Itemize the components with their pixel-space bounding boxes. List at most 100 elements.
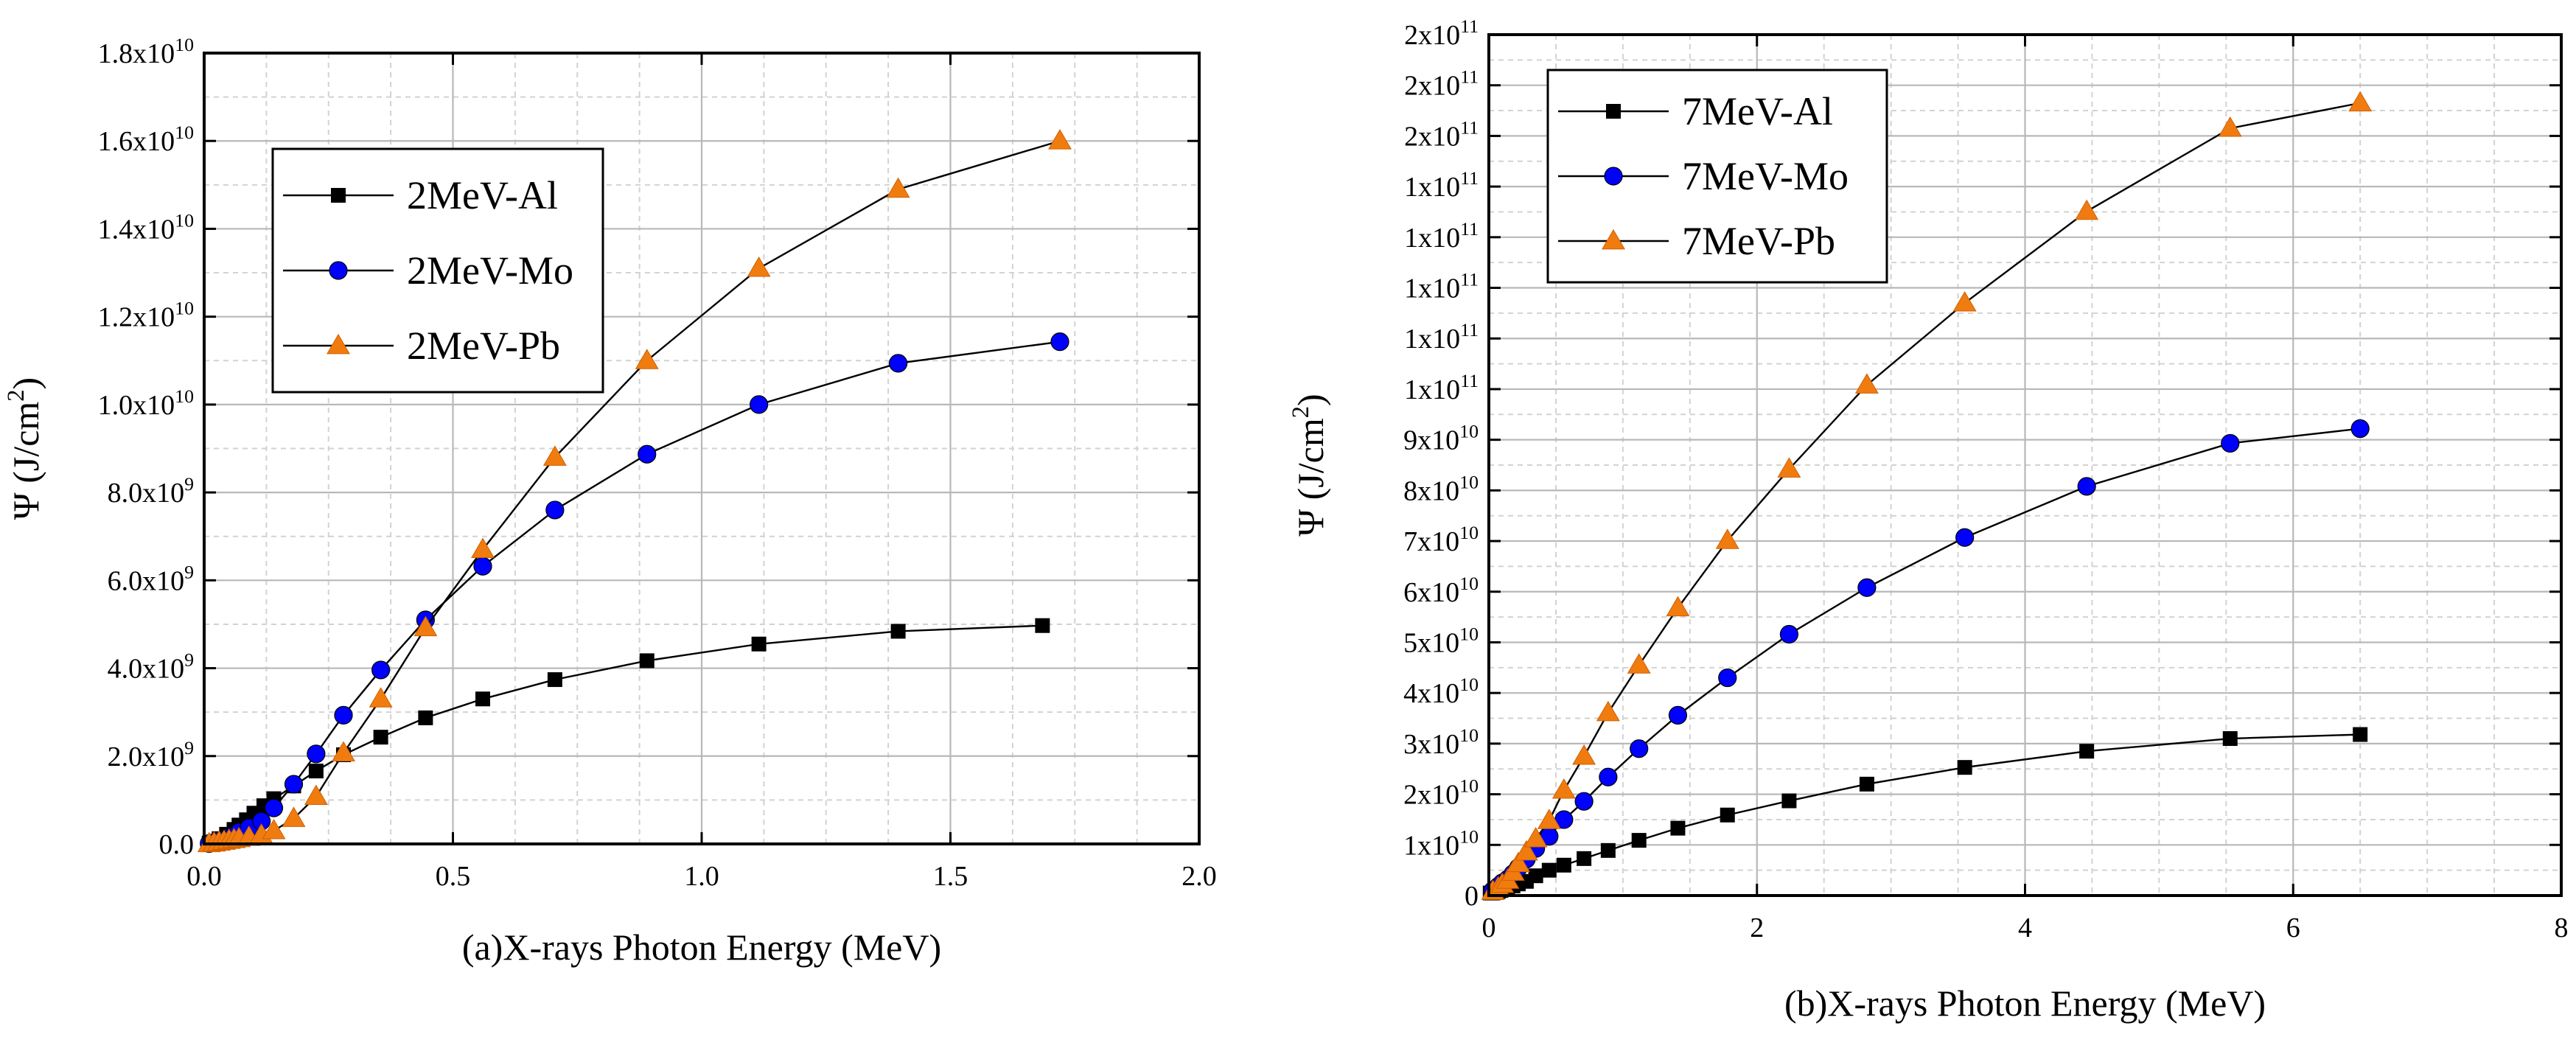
data-point — [1631, 833, 1647, 848]
x-tick-label: 8 — [2555, 912, 2569, 943]
x-axis-label: (b)X-rays Photon Energy (MeV) — [1784, 983, 2266, 1024]
y-tick-label: 0.0 — [159, 829, 195, 860]
y-tick-label: 1.0x1010 — [98, 385, 194, 421]
series-line — [1490, 733, 2361, 894]
data-point — [1857, 578, 1877, 597]
x-tick-label: 0.5 — [436, 861, 471, 892]
y-tick-label: 2x1011 — [1404, 15, 1479, 51]
y-tick-label: 4.0x109 — [108, 649, 194, 685]
data-point — [1720, 807, 1735, 823]
data-point — [747, 256, 771, 277]
data-point — [371, 660, 391, 680]
data-point — [1859, 776, 1874, 792]
legend-label: 7MeV-Al — [1682, 89, 1833, 133]
legend: 2MeV-Al 2MeV-Mo 2MeV-Pb — [271, 147, 604, 394]
data-point — [264, 798, 284, 817]
data-point — [1715, 528, 1739, 549]
legend-marker — [1604, 167, 1623, 186]
y-tick-label: 3x1010 — [1403, 725, 1479, 760]
data-point — [1777, 457, 1801, 478]
x-tick-label: 6 — [2286, 912, 2300, 943]
x-tick-label: 1.5 — [933, 861, 968, 892]
data-point — [1048, 129, 1072, 150]
data-point — [635, 349, 659, 369]
y-tick-label: 4x1010 — [1403, 674, 1479, 709]
legend-label: 2MeV-Al — [407, 173, 558, 217]
series-7MeV-Al — [1482, 727, 2368, 901]
data-point — [307, 744, 326, 764]
data-point — [418, 710, 433, 725]
x-tick-label: 4 — [2018, 912, 2032, 943]
y-axis-label: Ψ (J/cm2) — [1288, 394, 1331, 536]
data-point — [545, 500, 565, 520]
data-point — [334, 705, 353, 725]
data-point — [1955, 528, 1975, 547]
data-point — [1577, 851, 1592, 866]
y-tick-label: 7x1010 — [1403, 522, 1479, 557]
data-point — [332, 741, 355, 762]
data-point — [475, 691, 490, 707]
data-point — [638, 444, 657, 464]
data-point — [2353, 727, 2368, 742]
data-point — [1523, 826, 1548, 848]
y-tick-label: 1x1011 — [1404, 370, 1479, 405]
legend-label: 2MeV-Mo — [407, 248, 573, 293]
data-point — [308, 764, 324, 779]
y-tick-label: 9x1010 — [1403, 421, 1479, 456]
y-tick-label: 6x1010 — [1403, 573, 1479, 608]
x-tick-label: 0.0 — [186, 861, 222, 892]
legend-label: 2MeV-Pb — [407, 324, 560, 368]
data-point — [890, 624, 906, 639]
data-point — [1574, 792, 1594, 811]
x-tick-label: 2.0 — [1181, 861, 1217, 892]
data-point — [1854, 373, 1879, 394]
legend-label: 7MeV-Pb — [1682, 219, 1835, 263]
y-tick-label: 1x1011 — [1404, 269, 1479, 304]
y-tick-label: 1x1011 — [1404, 167, 1479, 203]
data-point — [1507, 851, 1530, 873]
data-point — [471, 537, 495, 559]
series-7MeV-Pb — [1481, 91, 2373, 900]
series-7MeV-Mo — [1483, 419, 2370, 900]
y-tick-label: 1.8x1010 — [98, 34, 194, 69]
y-tick-label: 2x1011 — [1404, 66, 1479, 102]
data-point — [547, 672, 562, 688]
data-point — [1528, 868, 1543, 884]
x-axis-label: (a)X-rays Photon Energy (MeV) — [462, 926, 941, 968]
y-tick-label: 2x1011 — [1404, 116, 1479, 152]
data-point — [1781, 793, 1797, 809]
x-tick-label: 1.0 — [684, 861, 719, 892]
data-point — [1666, 596, 1690, 617]
data-point — [1551, 778, 1576, 799]
data-point — [2075, 199, 2099, 220]
y-tick-label: 2x1010 — [1403, 775, 1479, 811]
data-point — [2348, 91, 2373, 112]
data-point — [304, 784, 328, 806]
y-tick-label: 2.0x109 — [108, 737, 194, 772]
chart-b: 0 2 4 6 8 0 1x1010 2x1010 3x1010 4x1010 5x1010 6x10… — [1288, 15, 2569, 1024]
y-tick-label: 1x1011 — [1404, 218, 1479, 254]
y-tick-label: 1x1011 — [1404, 319, 1479, 355]
y-axis-label: Ψ (J/cm2) — [3, 377, 46, 520]
legend: 7MeV-Al 7MeV-Mo 7MeV-Pb — [1546, 69, 1888, 284]
data-point — [1541, 862, 1557, 878]
data-point — [1627, 653, 1651, 674]
legend-marker — [327, 333, 350, 355]
data-point — [1537, 809, 1561, 829]
y-tick-label: 8x1010 — [1403, 471, 1479, 506]
y-tick-label: 1x1010 — [1403, 826, 1479, 861]
data-point — [639, 653, 655, 669]
data-point — [413, 615, 438, 637]
data-point — [284, 775, 304, 794]
y-tick-label: 5x1010 — [1403, 623, 1479, 658]
data-point — [2222, 731, 2238, 747]
x-tick-label: 0 — [1482, 912, 1496, 943]
data-point — [2079, 744, 2095, 759]
y-tick-label: 6.0x109 — [108, 561, 194, 596]
data-point — [886, 177, 910, 198]
y-tick-label: 0 — [1465, 881, 1479, 912]
data-point — [1779, 624, 1798, 644]
data-point — [1514, 840, 1538, 861]
y-tick-label: 1.6x1010 — [98, 122, 194, 157]
